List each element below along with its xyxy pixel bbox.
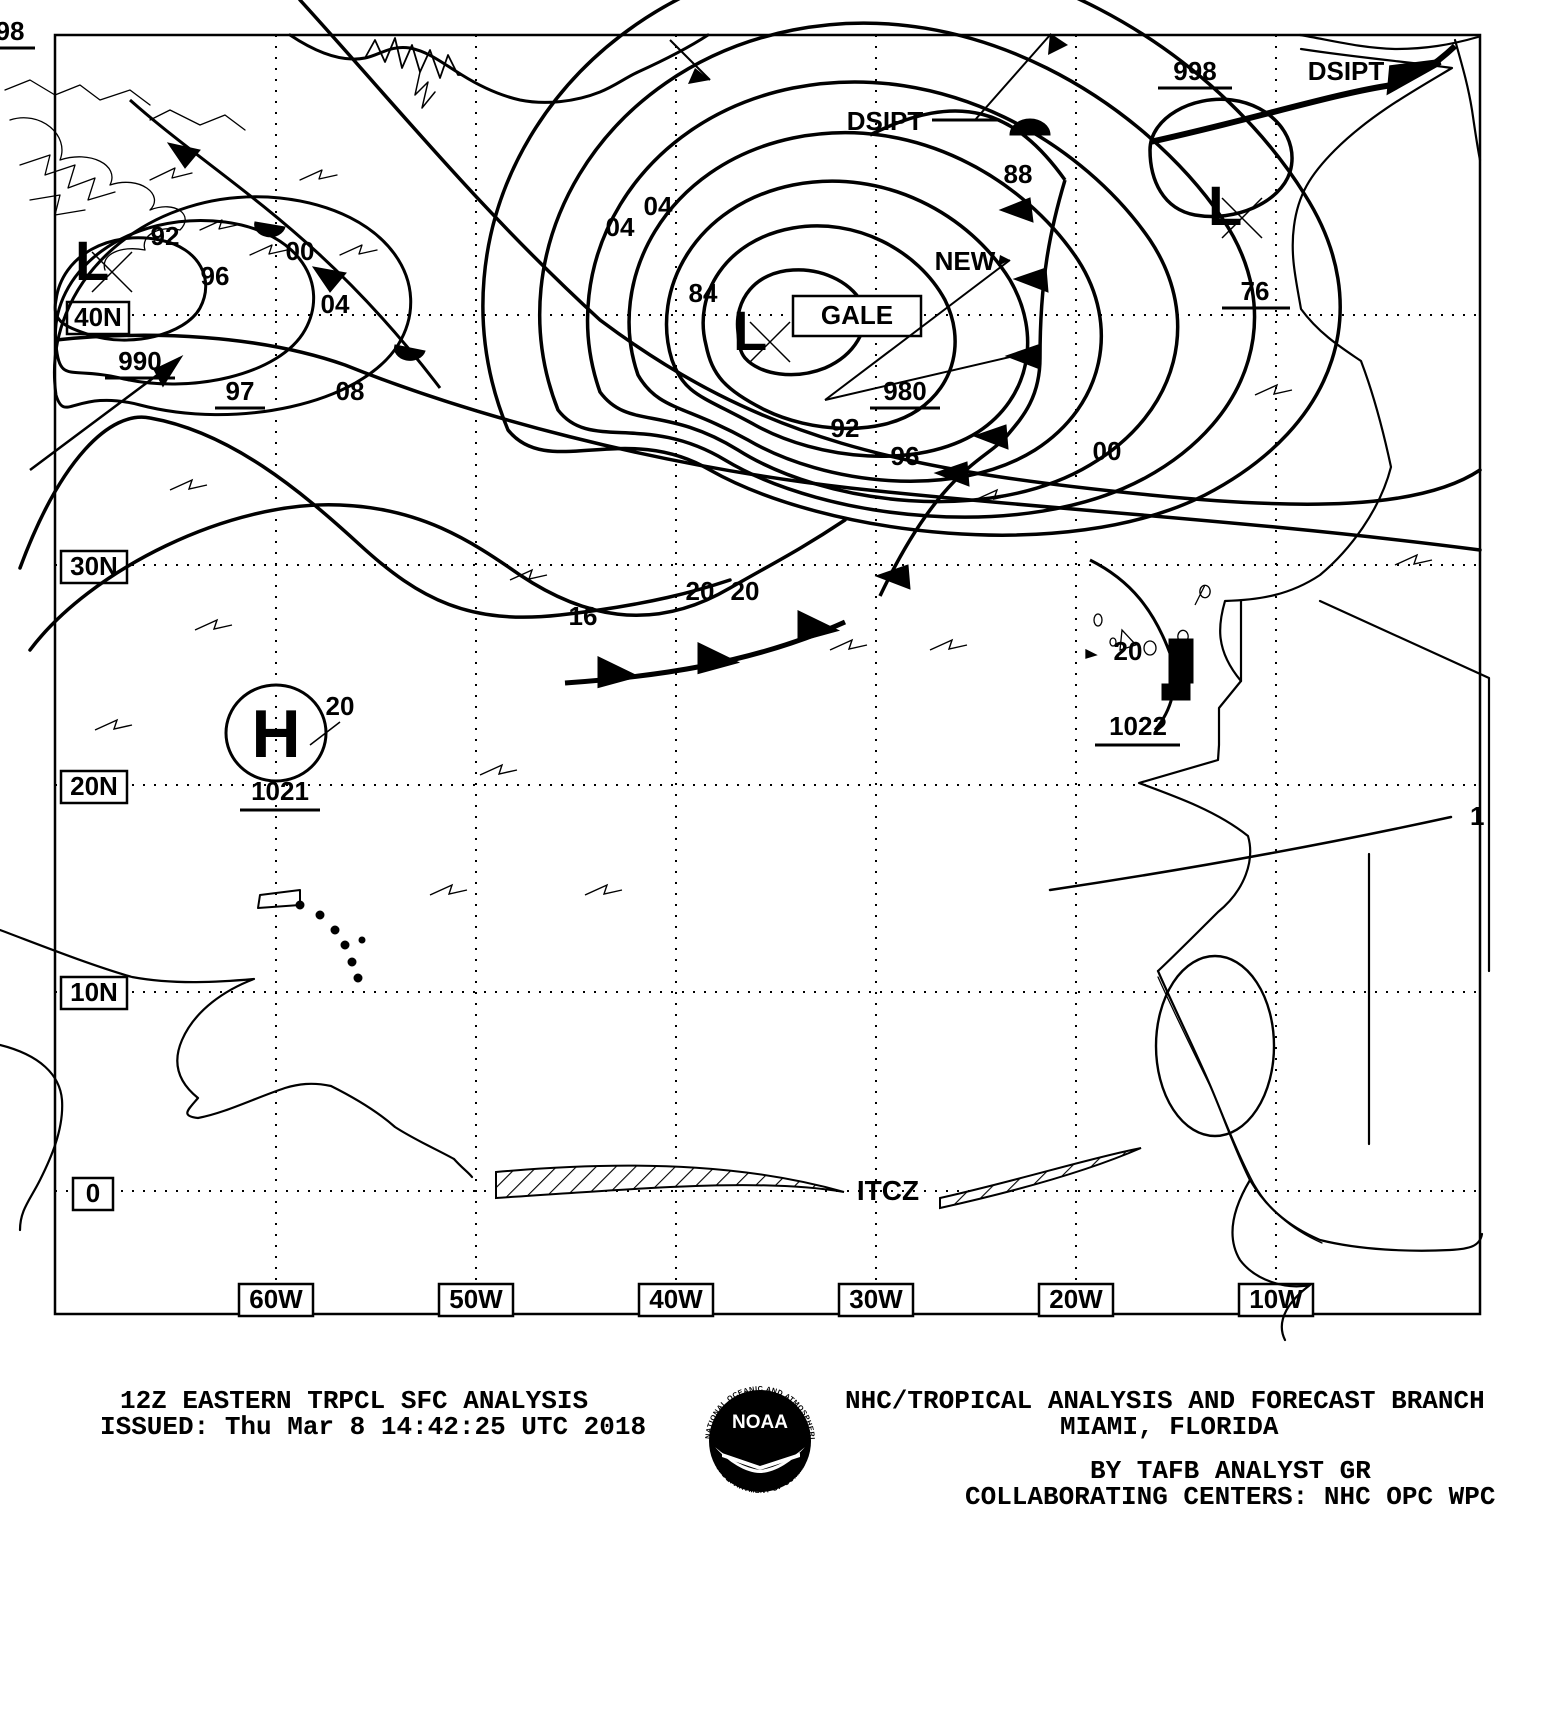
svg-text:04: 04 <box>321 289 350 319</box>
svg-text:08: 08 <box>336 376 365 406</box>
svg-text:DSIPT: DSIPT <box>1308 56 1385 86</box>
svg-text:GALE: GALE <box>821 300 893 330</box>
svg-text:ISSUED: Thu Mar 8 14:42:25 UTC: ISSUED: Thu Mar 8 14:42:25 UTC 2018 <box>100 1412 646 1442</box>
svg-text:H: H <box>251 696 300 772</box>
svg-text:L: L <box>75 229 109 292</box>
svg-text:20: 20 <box>326 691 355 721</box>
svg-text:16: 16 <box>569 601 598 631</box>
svg-text:998: 998 <box>1173 56 1216 86</box>
svg-text:00: 00 <box>286 236 315 266</box>
svg-text:NOAA: NOAA <box>732 1412 788 1433</box>
svg-text:20N: 20N <box>70 771 118 801</box>
svg-text:98: 98 <box>0 16 24 46</box>
svg-text:MIAMI, FLORIDA: MIAMI, FLORIDA <box>1060 1412 1279 1442</box>
svg-text:0: 0 <box>86 1178 100 1208</box>
svg-text:92: 92 <box>831 413 860 443</box>
svg-text:1: 1 <box>1470 801 1484 831</box>
svg-text:92: 92 <box>151 221 180 251</box>
svg-text:88: 88 <box>1004 159 1033 189</box>
svg-text:1021: 1021 <box>251 776 309 806</box>
svg-text:60W: 60W <box>249 1284 303 1314</box>
svg-text:40N: 40N <box>74 302 122 332</box>
svg-text:50W: 50W <box>449 1284 503 1314</box>
svg-text:1022: 1022 <box>1109 711 1167 741</box>
svg-text:20: 20 <box>731 576 760 606</box>
svg-text:30W: 30W <box>849 1284 903 1314</box>
svg-text:L: L <box>1208 174 1242 237</box>
svg-text:ITCZ: ITCZ <box>857 1175 919 1206</box>
svg-text:L: L <box>733 299 767 362</box>
svg-text:NEW: NEW <box>935 246 996 276</box>
svg-text:20: 20 <box>1114 636 1143 666</box>
svg-text:04: 04 <box>606 212 635 242</box>
svg-text:20W: 20W <box>1049 1284 1103 1314</box>
svg-text:00: 00 <box>1093 436 1122 466</box>
svg-text:40W: 40W <box>649 1284 703 1314</box>
svg-text:84: 84 <box>689 278 718 308</box>
svg-text:04: 04 <box>644 191 673 221</box>
svg-text:DSIPT: DSIPT <box>847 106 924 136</box>
svg-text:96: 96 <box>201 261 230 291</box>
svg-text:97: 97 <box>226 376 255 406</box>
svg-text:20: 20 <box>686 576 715 606</box>
svg-text:COLLABORATING CENTERS: NHC OPC: COLLABORATING CENTERS: NHC OPC WPC <box>965 1482 1496 1512</box>
svg-text:76: 76 <box>1241 276 1270 306</box>
svg-text:10N: 10N <box>70 977 118 1007</box>
